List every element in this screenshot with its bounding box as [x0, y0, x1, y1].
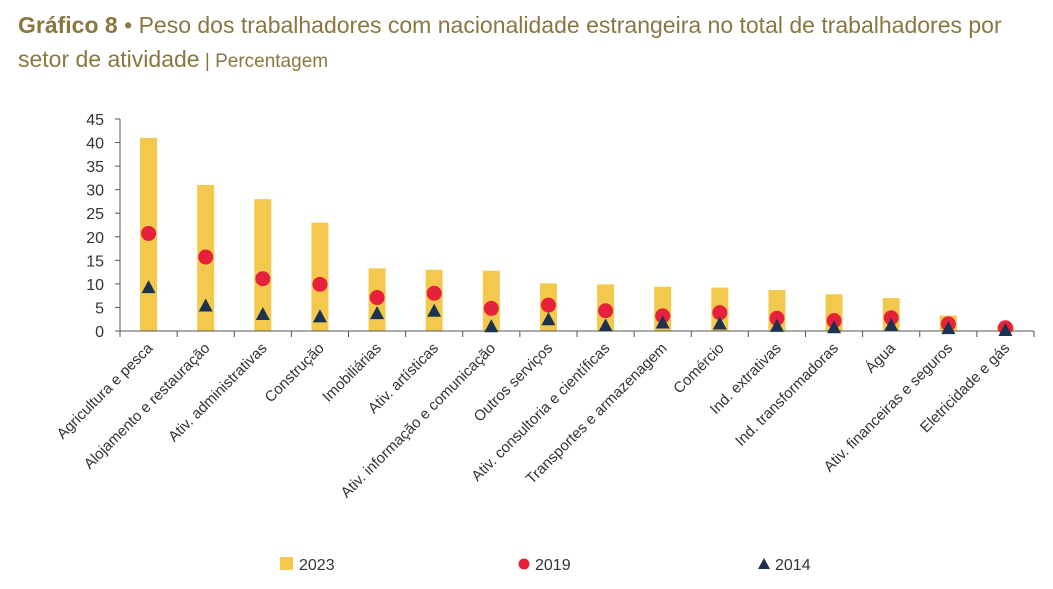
point-2019 — [141, 225, 157, 241]
point-2019 — [769, 310, 785, 326]
point-2014 — [541, 312, 556, 326]
point-2019 — [598, 303, 614, 319]
point-2019 — [369, 290, 385, 306]
point-2014 — [255, 307, 270, 321]
y-tick-label: 40 — [86, 136, 104, 153]
point-2014 — [998, 323, 1013, 337]
y-tick-label: 35 — [86, 159, 104, 176]
point-2014 — [769, 318, 784, 332]
point-2014 — [484, 319, 499, 333]
legend-label-2014: 2014 — [775, 557, 811, 574]
point-2014 — [598, 318, 613, 332]
legend-swatch-2023 — [280, 557, 293, 570]
point-2014 — [712, 316, 727, 330]
point-2019 — [540, 297, 556, 313]
category-label: Comércio — [670, 340, 727, 397]
point-2014 — [312, 309, 327, 323]
point-2014 — [655, 315, 670, 329]
title-separator: | — [199, 51, 216, 72]
point-2014 — [941, 321, 956, 335]
y-tick-label: 20 — [86, 230, 104, 247]
y-tick-label: 10 — [86, 277, 104, 294]
y-tick-label: 15 — [86, 253, 104, 270]
unit-label: Percentagem — [215, 51, 329, 72]
category-label: Agricultura e pesca — [54, 339, 157, 442]
legend-swatch-2014 — [758, 558, 770, 569]
y-tick-label: 45 — [86, 112, 104, 129]
bar-2023 — [482, 270, 500, 331]
category-label: Ind. transformadoras — [732, 340, 842, 450]
bar-2023 — [254, 199, 272, 331]
point-2014 — [827, 320, 842, 334]
chart-number: Gráfico 8 — [18, 12, 118, 38]
point-2019 — [255, 271, 271, 287]
point-2019 — [198, 249, 214, 265]
y-tick-label: 5 — [95, 300, 104, 317]
point-2019 — [883, 310, 899, 326]
point-2019 — [426, 285, 442, 301]
y-tick-label: 0 — [95, 324, 104, 341]
point-2014 — [427, 303, 442, 317]
point-2019 — [712, 305, 728, 321]
chart-title: Gráfico 8 • Peso dos trabalhadores com n… — [18, 8, 1028, 79]
category-label: Água — [862, 339, 899, 376]
legend-label-2023: 2023 — [299, 557, 335, 574]
title-text: Peso dos trabalhadores com nacionalidade… — [18, 12, 1002, 72]
legend-label-2019: 2019 — [535, 557, 571, 574]
point-2014 — [141, 280, 156, 294]
title-bullet: • — [117, 12, 139, 38]
point-2019 — [483, 300, 499, 316]
bar-2023 — [311, 222, 329, 331]
y-tick-label: 25 — [86, 206, 104, 223]
category-label: Construção — [261, 340, 327, 406]
point-2014 — [370, 306, 385, 320]
category-label: Ativ. administrativas — [165, 340, 271, 446]
y-tick-label: 30 — [86, 183, 104, 200]
legend-swatch-2019 — [518, 558, 530, 570]
point-2019 — [312, 276, 328, 292]
point-2014 — [884, 317, 899, 331]
point-2014 — [198, 298, 213, 312]
